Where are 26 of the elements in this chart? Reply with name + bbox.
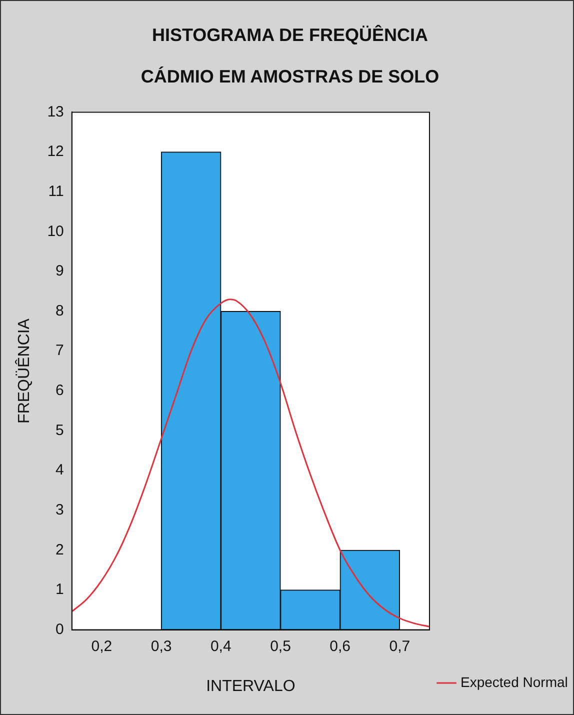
y-tick-label: 3 <box>56 501 64 518</box>
x-axis-title: INTERVALO <box>206 678 296 695</box>
line-series <box>72 298 430 628</box>
y-tick-label: 8 <box>56 302 64 320</box>
y-tick-label: 13 <box>47 103 64 120</box>
x-tick-label: 0,2 <box>91 638 112 655</box>
y-axis-title: FREQÜÊNCIA <box>15 318 34 424</box>
y-tick-label: 0 <box>56 620 64 638</box>
chart-subtitle: CÁDMIO EM AMOSTRAS DE SOLO <box>140 66 440 86</box>
y-tick-label: 10 <box>47 222 64 240</box>
legend-label: Expected Normal <box>460 674 568 690</box>
y-tick-label: 7 <box>56 342 64 360</box>
y-tick-label: 1 <box>56 581 64 598</box>
x-tick-label: 0,6 <box>330 638 351 655</box>
x-tick-label: 0,4 <box>210 638 232 655</box>
y-tick-label: 11 <box>48 182 64 200</box>
y-tick-label: 2 <box>56 541 64 558</box>
x-tick-label: 0,7 <box>389 638 410 655</box>
y-tick-label: 6 <box>56 382 64 400</box>
y-tick-label: 5 <box>56 422 64 439</box>
y-tick-label: 4 <box>56 462 64 479</box>
y-tick-label: 12 <box>47 143 64 160</box>
y-tick-label: 9 <box>56 262 64 280</box>
chart-title: HISTOGRAMA DE FREQÜÊNCIA <box>152 24 428 45</box>
x-tick-label: 0,3 <box>150 638 172 655</box>
x-tick-label: 0,5 <box>270 638 291 655</box>
